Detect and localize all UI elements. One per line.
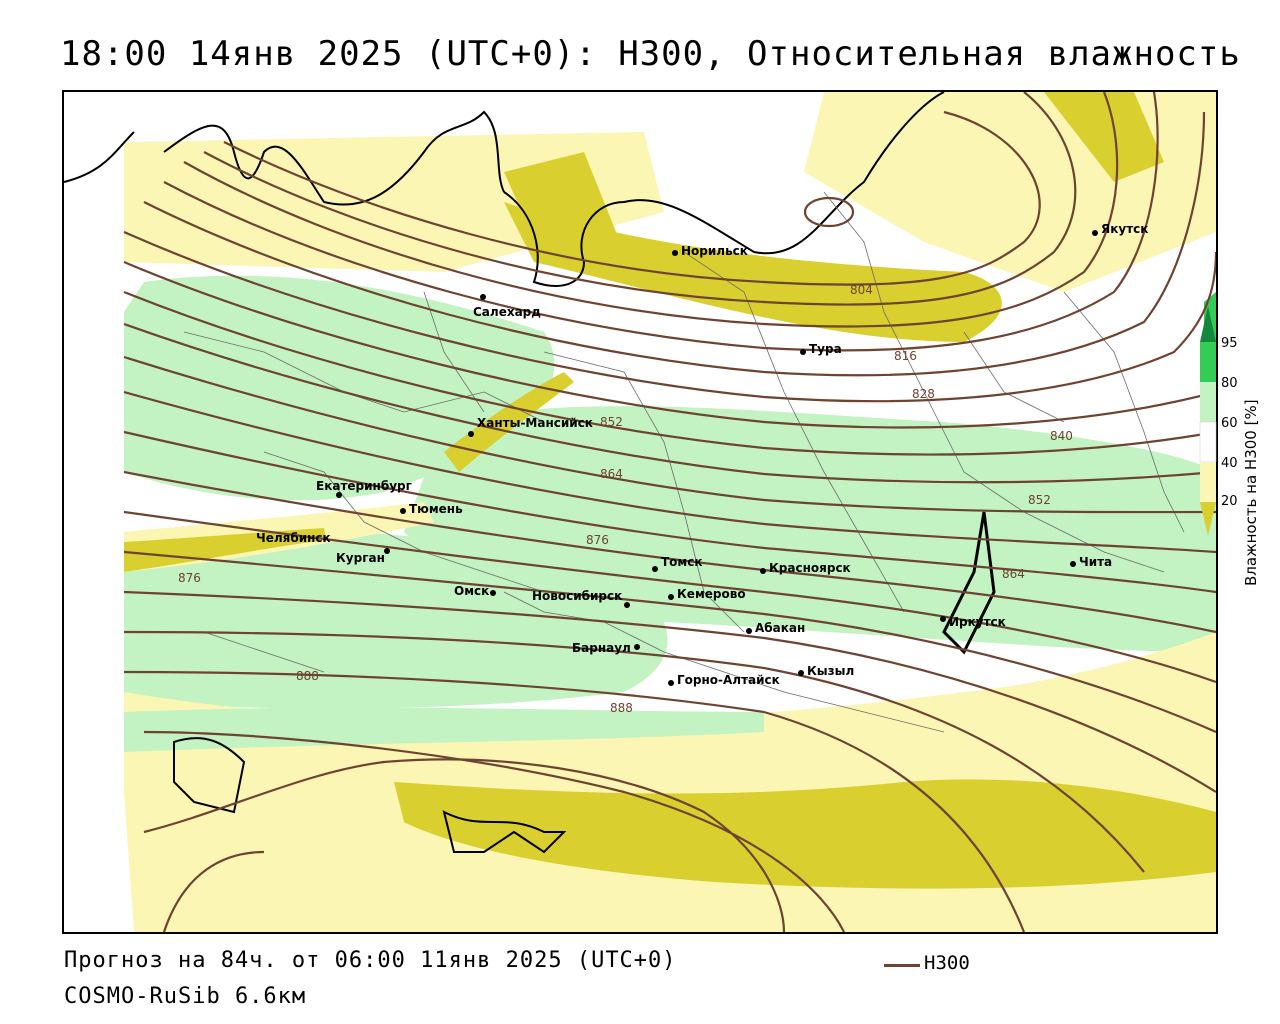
colorbar-tick: 60 [1221, 416, 1238, 431]
city-abakan: Абакан [755, 621, 805, 635]
legend-line-swatch [884, 964, 920, 967]
h300-contours [123, 92, 1216, 932]
contour-label: 816 [894, 349, 917, 363]
city-krasnoyarsk: Красноярск [769, 561, 851, 575]
colorbar-title: Влажность на H300 [%] [1242, 399, 1260, 586]
city-omsk: Омск [454, 584, 489, 598]
city-kyzyl: Кызыл [807, 664, 854, 678]
city-novosibirsk: Новосибирск [532, 589, 622, 603]
city-tyumen: Тюмень [409, 502, 463, 516]
city-chelyabinsk: Челябинск [256, 531, 331, 545]
city-tomsk: Томск [661, 555, 703, 569]
legend-label: H300 [924, 952, 970, 974]
contour-label: 888 [610, 701, 633, 715]
city-gorno-altaysk: Горно-Алтайск [677, 673, 780, 687]
map-canvas: 804 816 828 840 852 852 864 864 876 876 … [64, 92, 1216, 932]
city-yekaterinburg: Екатеринбург [316, 479, 412, 493]
contour-label: 840 [1050, 429, 1073, 443]
map-title: 18:00 14янв 2025 (UTC+0): H300, Относите… [60, 34, 1241, 74]
contour-label: 852 [600, 415, 623, 429]
colorbar-tick: 80 [1221, 376, 1238, 391]
city-irkutsk: Иркутск [949, 615, 1006, 629]
coastline [64, 92, 996, 854]
contour-label: 888 [296, 669, 319, 683]
contour-label: 876 [178, 571, 201, 585]
colorbar-tick: 95 [1221, 336, 1238, 351]
city-tura: Тура [809, 342, 842, 356]
contour-label: 828 [912, 387, 935, 401]
colorbar-swatches [1199, 306, 1217, 536]
city-chita: Чита [1079, 555, 1112, 569]
model-name: COSMO-RuSib 6.6км [64, 984, 307, 1009]
city-khanty-mansiysk: Ханты-Мансийск [477, 416, 593, 430]
contour-label: 864 [1002, 567, 1025, 581]
colorbar-tick: 20 [1221, 494, 1238, 509]
humidity-field [124, 92, 1216, 932]
city-kemerovo: Кемерово [677, 587, 746, 601]
city-barnaul: Барнаул [572, 641, 631, 655]
contour-label: 864 [600, 467, 623, 481]
contour-label: 804 [850, 283, 873, 297]
city-norilsk: Норильск [681, 244, 748, 258]
city-salekhard: Салехард [473, 305, 541, 319]
colorbar-tick: 40 [1221, 456, 1238, 471]
city-kurgan: Курган [336, 551, 385, 565]
cities: Норильск Якутск Салехард Тура Ханты-Манс… [256, 222, 1148, 687]
forecast-info: Прогноз на 84ч. от 06:00 11янв 2025 (UTC… [64, 948, 677, 973]
contour-label: 876 [586, 533, 609, 547]
city-yakutsk: Якутск [1101, 222, 1148, 236]
contour-labels: 804 816 828 840 852 852 864 864 876 876 … [178, 283, 1073, 715]
map-panel: 804 816 828 840 852 852 864 864 876 876 … [62, 90, 1218, 934]
humidity-colorbar [1198, 300, 1258, 600]
contour-label: 852 [1028, 493, 1051, 507]
